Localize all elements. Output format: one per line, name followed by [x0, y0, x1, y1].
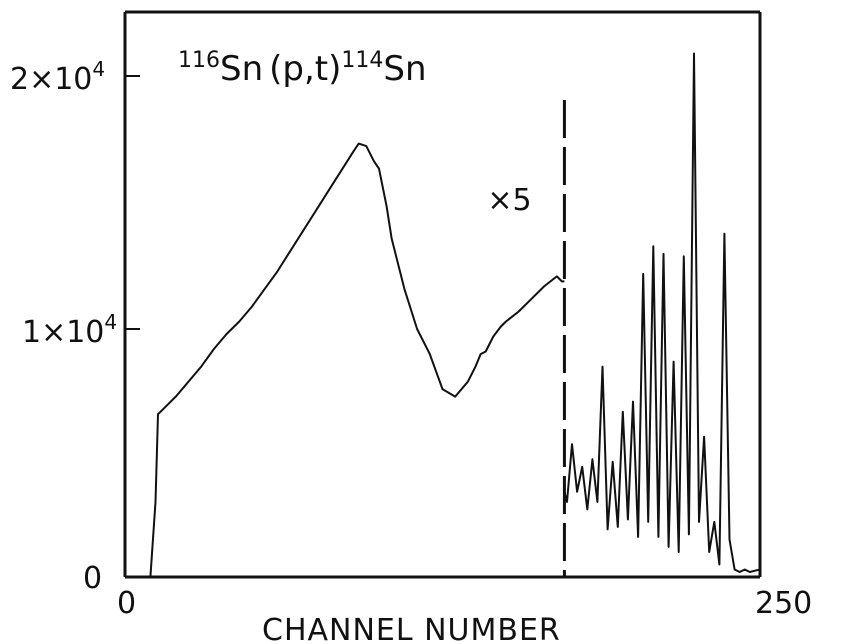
- y-tick-label-20000: 2×104: [10, 57, 105, 97]
- y-tick-label-10000: 1×104: [22, 310, 117, 350]
- series-line-0: [125, 142, 565, 578]
- scale-factor-label: ×5: [487, 183, 531, 218]
- series-line-1: [563, 52, 761, 573]
- y-axis: 2×104 1×104 0: [10, 57, 140, 596]
- plot-frame: [123, 10, 762, 579]
- series-layer: [125, 52, 761, 578]
- x-axis: 0 250 CHANNEL NUMBER: [117, 586, 812, 644]
- y-tick-label-0: 0: [83, 561, 102, 596]
- x-tick-label-0: 0: [117, 586, 136, 621]
- x-tick-label-250: 250: [755, 586, 812, 621]
- x-axis-title: CHANNEL NUMBER: [262, 613, 561, 644]
- chart-title: 116Sn (p,t)114Sn: [178, 48, 427, 89]
